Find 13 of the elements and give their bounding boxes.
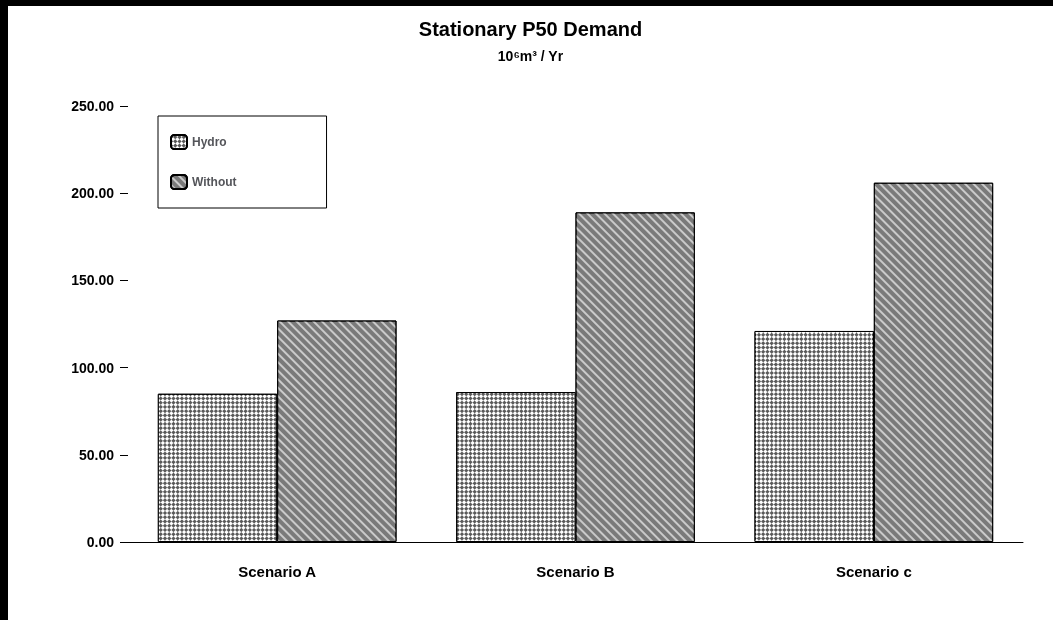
chart-title: Stationary P50 Demand xyxy=(418,18,643,40)
chart-subtitle: 10⁶m³ / Yr xyxy=(497,48,564,64)
legend-label: Without xyxy=(192,175,237,189)
y-tick-label: 100.00 xyxy=(71,359,115,376)
x-tick-label: Scenario A xyxy=(238,563,317,580)
y-tick-label: 50.00 xyxy=(78,446,115,463)
y-tick-label: 250.00 xyxy=(71,98,115,114)
y-tick-label: 0.00 xyxy=(86,534,115,550)
legend-label: Hydro xyxy=(192,135,227,149)
x-tick-label: Scenario c xyxy=(835,563,912,580)
y-tick-label: 150.00 xyxy=(71,272,115,289)
y-tick-label: 200.00 xyxy=(71,185,115,202)
x-tick-label: Scenario B xyxy=(536,563,615,580)
